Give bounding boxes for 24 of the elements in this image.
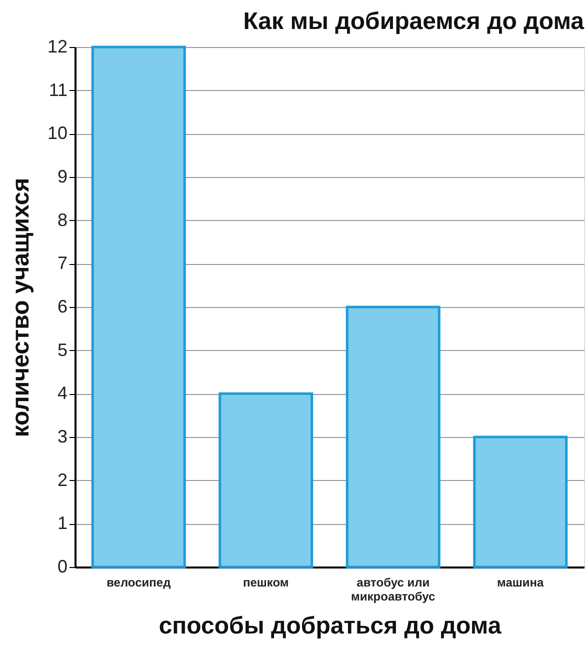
bar [91, 46, 186, 568]
y-tick-label: 12 [47, 36, 68, 56]
y-tick-label: 8 [57, 210, 68, 230]
x-tick-label: автобус или микроавтобус [351, 576, 436, 604]
chart-title: Как мы добираемся до дома [243, 8, 585, 35]
y-axis-title: количество учащихся [7, 178, 34, 438]
x-tick-label: машина [497, 576, 544, 590]
x-tick-label: пешком [242, 576, 289, 590]
x-tick-label: велосипед [106, 576, 172, 590]
y-tick-label: 11 [48, 80, 68, 100]
bar [218, 392, 314, 568]
x-axis-title: способы добраться до дома [158, 612, 502, 640]
bar [473, 436, 568, 568]
y-tick-label: 6 [57, 296, 68, 316]
y-tick-label: 9 [57, 166, 68, 186]
y-tick-label: 7 [57, 253, 68, 274]
y-tick-label: 5 [57, 340, 68, 360]
y-tick-label: 0 [57, 556, 68, 576]
y-tick-label: 10 [47, 123, 68, 144]
y-tick-label: 2 [57, 470, 68, 490]
y-tick-label: 4 [57, 383, 68, 404]
y-tick-label: 3 [57, 426, 68, 446]
bar [346, 306, 440, 568]
y-tick-label: 1 [57, 513, 68, 534]
